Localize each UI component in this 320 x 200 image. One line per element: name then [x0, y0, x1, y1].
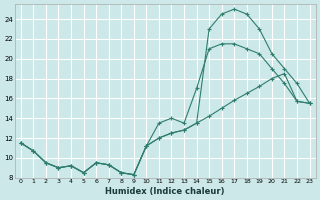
X-axis label: Humidex (Indice chaleur): Humidex (Indice chaleur): [106, 187, 225, 196]
